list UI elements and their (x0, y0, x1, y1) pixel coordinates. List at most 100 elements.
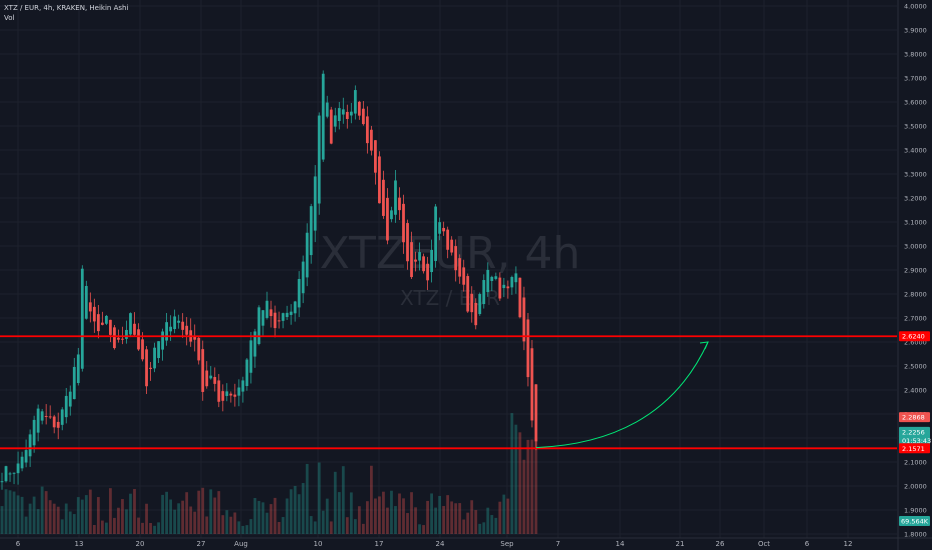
x-tick-label: 12 (844, 540, 853, 548)
candle-body (482, 280, 486, 305)
volume-bar (329, 521, 333, 534)
candle-body (245, 359, 249, 386)
volume-bar (277, 521, 281, 534)
volume-bar (100, 520, 104, 534)
volume-bar (510, 413, 514, 534)
volume-bar (442, 506, 446, 534)
candle-body (277, 320, 281, 322)
volume-bar (169, 499, 173, 534)
volume-bar (305, 463, 309, 534)
x-tick-label: 7 (556, 540, 560, 548)
volume-bar (522, 459, 526, 534)
candle-body (382, 179, 385, 216)
volume-bar (173, 509, 177, 534)
candle-body (80, 268, 84, 369)
candle-body (233, 394, 237, 397)
candle-body (241, 380, 245, 392)
candle-body (193, 335, 197, 340)
candle-body (185, 325, 189, 335)
horizontal-levels[interactable] (0, 335, 897, 450)
volume-bar (374, 498, 377, 534)
price-label-text: 2.1571 (902, 445, 925, 453)
volume-bar (430, 493, 434, 534)
volume-bar (12, 491, 16, 534)
volume-bars (0, 413, 538, 534)
candle-body (48, 416, 52, 418)
volume-bar (494, 517, 498, 534)
y-tick-label: 3.3000 (904, 171, 927, 179)
x-tick-label: 10 (314, 540, 323, 548)
y-tick-label: 3.9000 (904, 27, 927, 35)
candle-body (237, 387, 241, 396)
candle-body (113, 327, 116, 349)
candle-body (121, 338, 124, 340)
volume-bar (153, 525, 156, 534)
volume-bar (450, 501, 454, 534)
volume-bar (317, 462, 321, 534)
volume-bar (92, 524, 96, 534)
volume-bar (337, 492, 341, 534)
volume-bar (24, 516, 28, 534)
candle-body (462, 267, 466, 285)
candle-body (398, 197, 401, 211)
candle-body (289, 311, 293, 315)
y-tick-label: 2.8000 (904, 291, 927, 299)
volume-bar (265, 512, 269, 534)
price-label-bg (899, 331, 930, 342)
y-tick-label: 2.5000 (904, 363, 927, 371)
candle-body (341, 109, 345, 115)
candle-body (438, 222, 442, 234)
y-tick-label: 3.1000 (904, 219, 927, 227)
candle-body (361, 108, 365, 125)
candle-body (365, 116, 369, 144)
candle-body (44, 415, 48, 417)
volume-bar (446, 495, 450, 534)
x-tick-label: 27 (197, 540, 206, 548)
candle-body (374, 140, 377, 173)
y-tick-label: 1.9000 (904, 507, 927, 515)
volume-bar (333, 471, 337, 534)
volume-bar (249, 519, 253, 534)
volume-bar (52, 503, 56, 534)
candle-body (117, 337, 120, 340)
y-tick-label: 4.0000 (904, 3, 927, 11)
time-axis[interactable]: 6 13 20 27 Aug 10 17 24 Sep 7 14 21 26 Oct 6 12 (0, 537, 932, 548)
candle-body (261, 310, 265, 326)
candle-body (414, 259, 417, 262)
candle-body (337, 108, 341, 122)
candle-body (458, 258, 462, 277)
volume-bar (502, 494, 506, 534)
volume-bar (44, 491, 48, 534)
price-label-bg (899, 443, 930, 454)
candles (0, 70, 538, 490)
x-tick-label: 6 (16, 540, 21, 548)
candle-body (197, 337, 201, 361)
volume-bar (177, 503, 181, 534)
candle-body (349, 111, 353, 116)
candle-body (386, 197, 389, 241)
candle-body (390, 210, 393, 220)
candle-body (0, 481, 4, 483)
volume-bar (357, 506, 361, 534)
volume-bar (414, 507, 417, 534)
volume-bar (321, 510, 325, 534)
y-tick-label: 3.7000 (904, 75, 927, 83)
volume-bar (64, 503, 68, 534)
volume-bar (237, 521, 241, 534)
price-label-text: 01:53:43 (902, 437, 931, 445)
candle-body (169, 326, 173, 332)
candle-body (217, 380, 221, 402)
projection-arrow[interactable] (535, 341, 709, 449)
volume-bar (201, 487, 205, 534)
volume-bar (68, 511, 72, 534)
y-tick-label: 3.6000 (904, 99, 927, 107)
candle-body (129, 313, 132, 335)
volume-bar (149, 522, 152, 534)
candle-body (173, 316, 177, 330)
candle-body (20, 456, 24, 469)
volume-bar (109, 488, 112, 534)
y-tick-label: 2.4000 (904, 387, 927, 395)
candle-body (40, 411, 44, 421)
